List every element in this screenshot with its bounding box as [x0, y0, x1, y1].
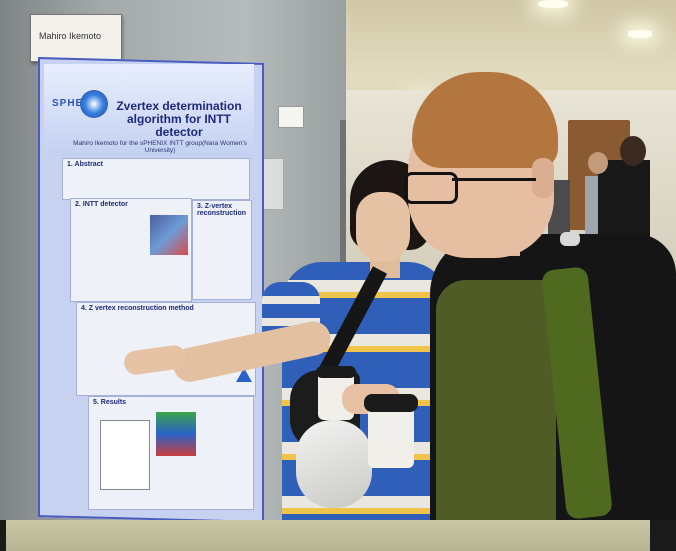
- glasses-arm: [452, 178, 536, 181]
- results-plot: [100, 420, 150, 490]
- visitor-ear: [532, 158, 554, 198]
- background-person-head: [588, 152, 608, 174]
- coffee-cup-lid: [364, 394, 418, 412]
- background-person-head: [620, 136, 646, 166]
- section-title: 3. Z-vertex reconstruction: [197, 203, 247, 217]
- section-title: 5. Results: [93, 399, 127, 406]
- visitor-olive-vest: [436, 280, 556, 520]
- ceiling-light: [538, 0, 568, 8]
- board-tag: [278, 106, 304, 128]
- poster-section-zvertex: 3. Z-vertex reconstruction: [192, 200, 252, 300]
- poster-title: Zvertex determination algorithm for INTT…: [116, 99, 242, 139]
- visitor-hair: [412, 72, 558, 168]
- poster-section-abstract: 1. Abstract: [62, 158, 250, 200]
- student-face: [356, 192, 410, 262]
- backpack-clip: [560, 232, 580, 246]
- sphenix-logo-text: SPHENIX: [52, 98, 103, 109]
- detector-diagram: [150, 215, 188, 255]
- glasses-icon: [404, 172, 458, 204]
- name-card: Mahiro Ikemoto: [30, 14, 122, 62]
- section-title: 1. Abstract: [67, 161, 103, 168]
- coffee-cup: [368, 404, 414, 468]
- poster-author: Mahiro Ikemoto for the sPHENIX INTT grou…: [73, 140, 247, 154]
- section-title: 2. INTT detector: [75, 201, 128, 208]
- name-card-text: Mahiro Ikemoto: [39, 31, 102, 41]
- ceiling-light: [628, 30, 652, 38]
- sphenix-logo-icon: [80, 90, 108, 118]
- coffee-cup-lid: [316, 366, 356, 378]
- white-hat: [296, 420, 372, 508]
- results-heatmap: [156, 412, 196, 456]
- section-title: 4. Z vertex reconstruction method: [81, 305, 194, 312]
- bottom-panel: [6, 520, 650, 551]
- poster-header: [44, 64, 254, 156]
